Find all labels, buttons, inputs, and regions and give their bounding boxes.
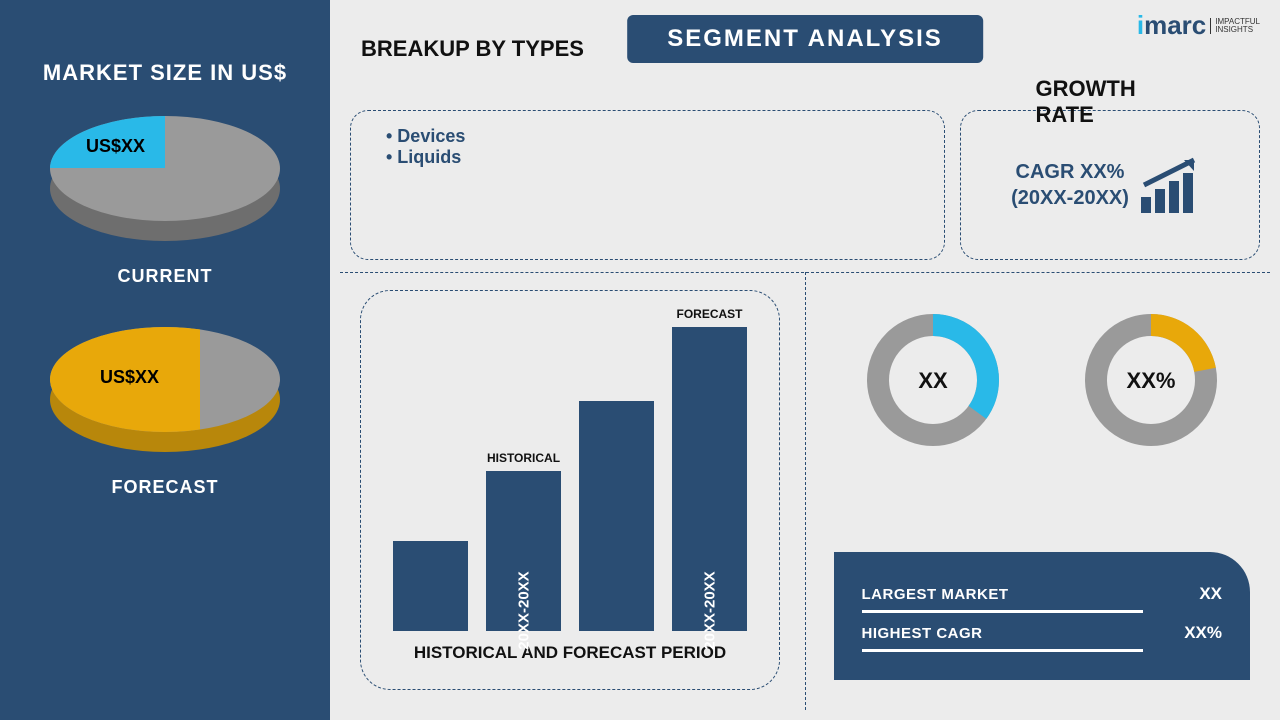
type-item: • Devices: [386, 126, 919, 147]
growth-title: GROWTH RATE: [1036, 76, 1185, 128]
donut-row: XX XX%: [824, 310, 1260, 455]
page-title: SEGMENT ANALYSIS: [627, 15, 983, 63]
bar-top-label: HISTORICAL: [487, 451, 560, 465]
metric-label: HIGHEST CAGR: [862, 625, 983, 642]
pie-forecast: US$XX: [50, 327, 280, 467]
pie-current: US$XX: [50, 116, 280, 256]
bar-inside-label: 20XX-20XX: [515, 571, 532, 649]
bar-chart: HISTORICAL20XX-20XX FORECAST20XX-20XX: [391, 311, 749, 631]
metric-row: LARGEST MARKET XX: [862, 584, 1223, 604]
pie-current-caption: CURRENT: [20, 266, 310, 287]
metric-bar: [862, 610, 1143, 613]
bar: [393, 541, 468, 631]
infographic-root: MARKET SIZE IN US$ US$XX CURRENT US$XX F…: [0, 0, 1280, 720]
type-item: • Liquids: [386, 147, 919, 168]
metric-bar: [862, 649, 1143, 652]
logo-tagline: IMPACTFUL INSIGHTS: [1210, 18, 1260, 34]
bar-chart-caption: HISTORICAL AND FORECAST PERIOD: [391, 643, 749, 663]
bar-top-label: FORECAST: [677, 307, 743, 321]
metric-label: LARGEST MARKET: [862, 586, 1009, 603]
bar: [579, 401, 654, 631]
bar: HISTORICAL20XX-20XX: [486, 471, 561, 631]
bar-inside-label: 20XX-20XX: [701, 571, 718, 649]
svg-text:XX: XX: [918, 368, 948, 393]
divider-vertical: [805, 272, 806, 710]
logo-text: imarc: [1137, 10, 1206, 41]
types-list: • Devices• Liquids: [376, 126, 919, 168]
bar-chart-panel: HISTORICAL20XX-20XXFORECAST20XX-20XX HIS…: [360, 290, 780, 690]
logo: imarc IMPACTFUL INSIGHTS: [1137, 10, 1260, 41]
growth-panel: GROWTH RATE CAGR XX% (20XX-20XX): [960, 110, 1260, 260]
metric-value: XX: [1199, 584, 1222, 604]
growth-text: CAGR XX% (20XX-20XX): [1011, 159, 1129, 211]
growth-chart-icon: [1139, 155, 1209, 215]
breakup-panel: BREAKUP BY TYPES • Devices• Liquids: [350, 110, 945, 260]
sidebar-title: MARKET SIZE IN US$: [20, 60, 310, 86]
metric-row: HIGHEST CAGR XX%: [862, 623, 1223, 643]
row-top: BREAKUP BY TYPES • Devices• Liquids GROW…: [350, 75, 1260, 260]
pie-forecast-caption: FORECAST: [20, 477, 310, 498]
main-panel: SEGMENT ANALYSIS imarc IMPACTFUL INSIGHT…: [330, 0, 1280, 720]
donut: XX%: [1081, 310, 1221, 455]
pie-current-label: US$XX: [86, 136, 145, 157]
metrics-panel: LARGEST MARKET XX HIGHEST CAGR XX%: [834, 552, 1251, 680]
pie-forecast-label: US$XX: [100, 367, 159, 388]
breakup-title: BREAKUP BY TYPES: [361, 36, 584, 62]
svg-text:XX%: XX%: [1127, 368, 1176, 393]
donut: XX: [863, 310, 1003, 455]
metric-value: XX%: [1184, 623, 1222, 643]
sidebar: MARKET SIZE IN US$ US$XX CURRENT US$XX F…: [0, 0, 330, 720]
bar: FORECAST20XX-20XX: [672, 327, 747, 631]
